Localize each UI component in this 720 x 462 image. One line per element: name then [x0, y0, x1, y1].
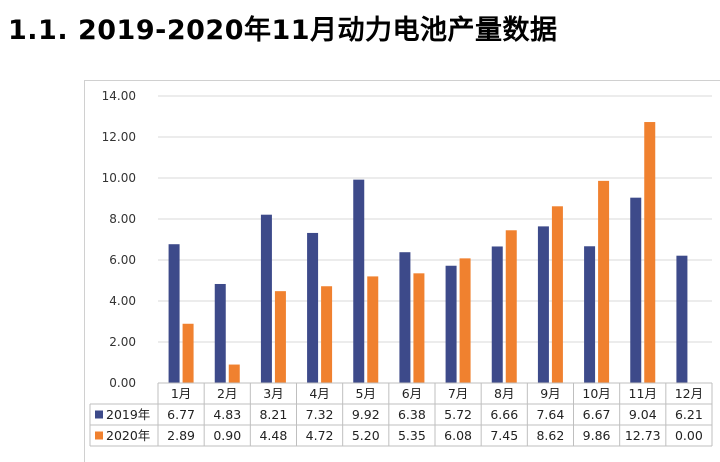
data-label: 4.72: [306, 428, 334, 443]
category-label: 5月: [356, 386, 376, 401]
category-label: 12月: [675, 386, 703, 401]
category-label: 6月: [402, 386, 422, 401]
category-label: 8月: [494, 386, 514, 401]
category-label: 1月: [171, 386, 191, 401]
category-label: 4月: [309, 386, 329, 401]
data-label: 8.21: [259, 407, 287, 422]
bar-2020-11: [644, 122, 656, 383]
legend-label-2019: 2019年: [106, 407, 150, 422]
data-label: 6.66: [490, 407, 518, 422]
y-tick-label: 14.00: [102, 89, 136, 103]
data-label: 6.08: [444, 428, 472, 443]
bar-2019-11: [630, 197, 642, 383]
bar-2020-7: [459, 258, 471, 383]
bar-2019-3: [260, 214, 272, 383]
section-heading: 1.1. 2019-2020年11月动力电池产量数据: [8, 15, 558, 46]
bar-2020-8: [505, 230, 517, 383]
bar-2020-6: [413, 273, 425, 383]
legend-swatch-2019: [95, 410, 103, 419]
data-label: 9.92: [352, 407, 380, 422]
data-label: 7.64: [536, 407, 564, 422]
legend-label-2020: 2020年: [106, 428, 150, 443]
data-label: 5.35: [398, 428, 426, 443]
bar-2019-5: [353, 179, 365, 383]
data-label: 6.38: [398, 407, 426, 422]
bar-2019-4: [307, 232, 319, 383]
data-label: 5.20: [352, 428, 380, 443]
data-label: 4.48: [259, 428, 287, 443]
category-label: 7月: [448, 386, 468, 401]
data-label: 9.04: [629, 407, 657, 422]
data-label: 6.21: [675, 407, 703, 422]
y-tick-label: 2.00: [109, 335, 136, 349]
data-label: 9.86: [583, 428, 611, 443]
bar-2020-9: [551, 206, 563, 383]
data-label: 2.89: [167, 428, 195, 443]
data-label: 7.32: [306, 407, 334, 422]
category-label: 2月: [217, 386, 237, 401]
data-label: 0.00: [675, 428, 703, 443]
bar-2019-9: [537, 226, 549, 383]
bar-2019-7: [445, 265, 457, 383]
category-label: 11月: [629, 386, 657, 401]
data-label: 5.72: [444, 407, 472, 422]
y-tick-label: 10.00: [102, 171, 136, 185]
category-label: 3月: [263, 386, 283, 401]
bar-2019-1: [168, 244, 180, 383]
bar-2020-10: [598, 180, 610, 383]
y-tick-label: 8.00: [109, 212, 136, 226]
y-tick-label: 4.00: [109, 294, 136, 308]
y-tick-label: 0.00: [109, 376, 136, 390]
chart-frame: [84, 80, 720, 462]
data-label: 8.62: [536, 428, 564, 443]
bar-2019-10: [584, 246, 596, 383]
data-label: 12.73: [625, 428, 661, 443]
bar-2019-2: [214, 283, 226, 383]
bar-2019-12: [676, 255, 688, 383]
category-label: 9月: [540, 386, 560, 401]
data-label: 6.67: [583, 407, 611, 422]
legend-swatch-2020: [95, 431, 103, 440]
y-tick-label: 6.00: [109, 253, 136, 267]
y-tick-label: 12.00: [102, 130, 136, 144]
data-label: 0.90: [213, 428, 241, 443]
bar-2020-5: [367, 276, 379, 383]
bar-2020-1: [182, 323, 194, 383]
category-label: 10月: [582, 386, 610, 401]
bar-2019-8: [491, 246, 503, 383]
bar-2020-4: [321, 286, 333, 383]
bar-2019-6: [399, 252, 411, 383]
data-label: 4.83: [213, 407, 241, 422]
bar-2020-2: [228, 364, 240, 383]
data-label: 6.77: [167, 407, 195, 422]
data-label: 7.45: [490, 428, 518, 443]
bar-2020-3: [274, 291, 286, 383]
